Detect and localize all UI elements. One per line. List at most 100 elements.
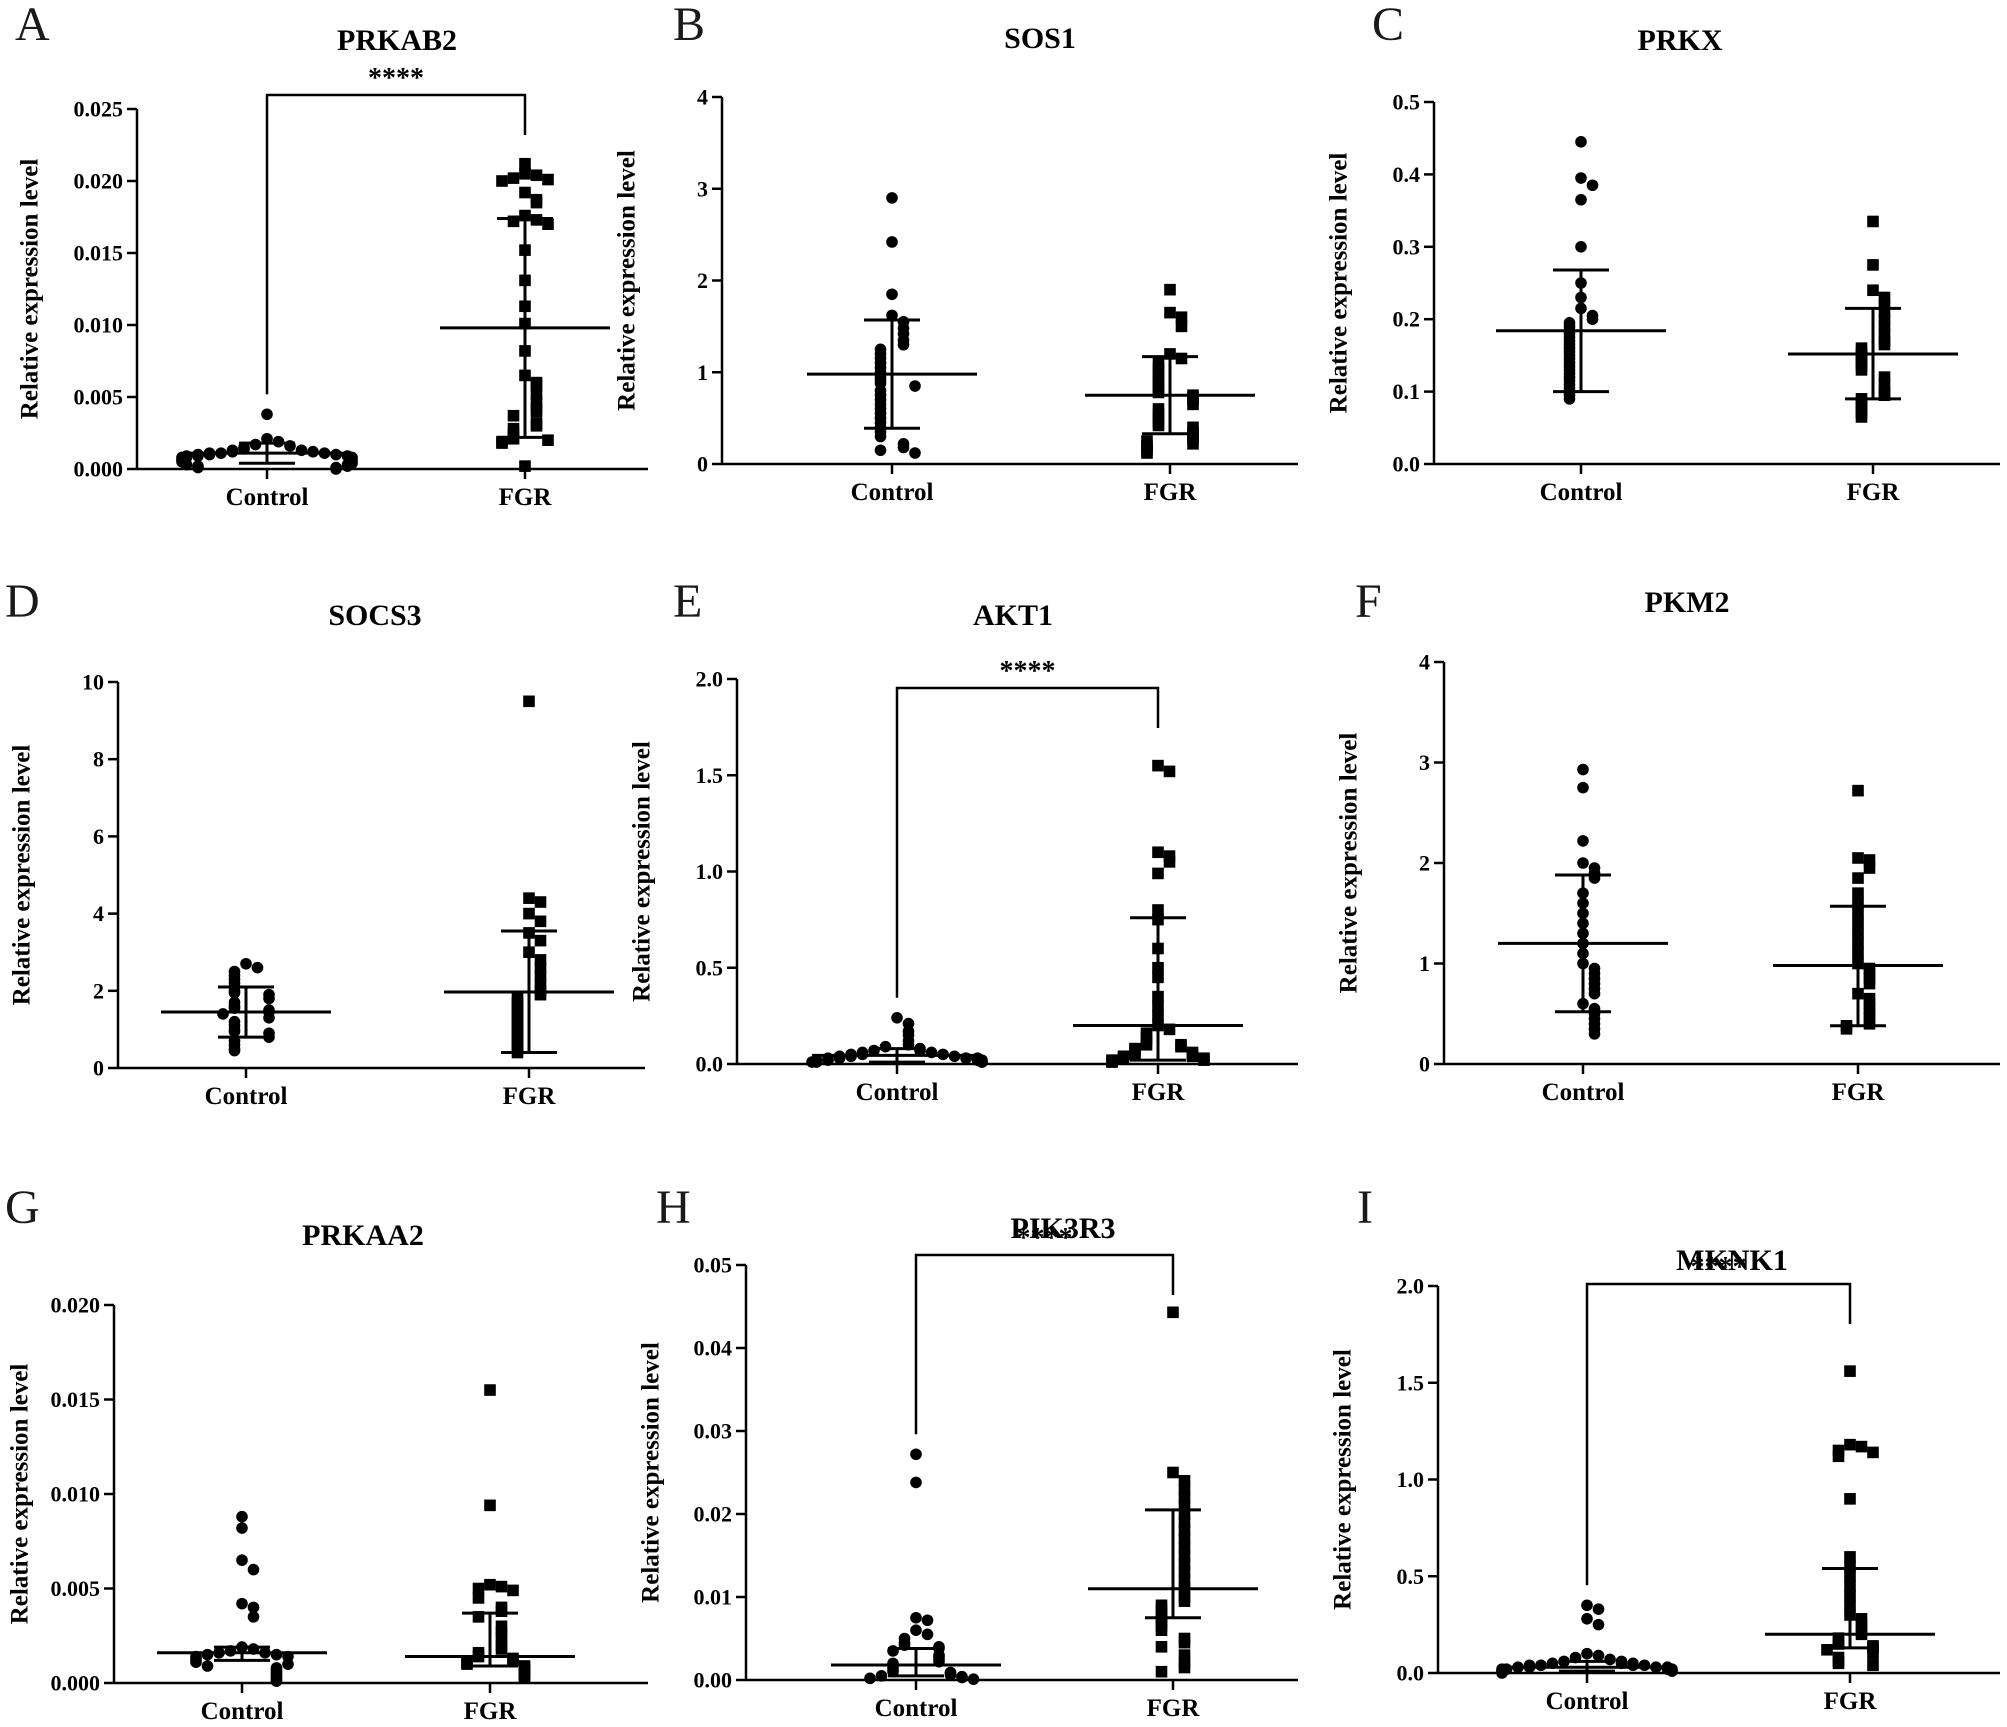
data-point [263, 992, 275, 1005]
x-tick-label: Control [1542, 1079, 1625, 1106]
data-point [534, 915, 547, 928]
data-point [1852, 872, 1864, 884]
data-point [495, 1631, 508, 1644]
y-tick-label: 3 [697, 176, 708, 201]
data-point [1563, 393, 1576, 405]
y-tick-label: 0.010 [51, 1482, 101, 1507]
data-point [1178, 1533, 1191, 1545]
data-point [495, 1643, 508, 1655]
data-point [534, 954, 547, 966]
data-point [496, 437, 508, 449]
data-point [1588, 1028, 1601, 1040]
data-point [1852, 852, 1864, 864]
x-tick-label: FGR [503, 1083, 557, 1110]
data-point [1878, 327, 1891, 340]
data-point [1878, 320, 1891, 333]
y-tick-label: 0.5 [1397, 1564, 1425, 1589]
y-tick-label: 10 [82, 670, 104, 695]
y-tick-label: 0.005 [51, 1576, 101, 1601]
data-point [1581, 1599, 1593, 1612]
data-point [496, 175, 508, 187]
data-point [519, 157, 531, 170]
data-point [1832, 1638, 1845, 1650]
panel-letter: H [656, 1181, 691, 1234]
data-point [1844, 1493, 1856, 1505]
data-point [1855, 364, 1868, 376]
panel-letter: A [15, 0, 50, 51]
data-point [236, 1597, 248, 1610]
panel-title: PRKAB2 [337, 24, 457, 57]
data-point [1178, 1524, 1191, 1537]
data-point [530, 388, 543, 400]
data-point [909, 380, 921, 392]
data-point [1577, 781, 1589, 794]
panel-b: B SOS1 Relative expression level 0 1 2 3 4 Contr… [614, 0, 1298, 506]
y-tick-label: 4 [697, 85, 708, 110]
data-point [891, 1012, 903, 1024]
y-tick-label: 0.0 [696, 1052, 724, 1077]
data-point [897, 338, 910, 351]
data-point [1821, 1643, 1833, 1656]
data-point [530, 395, 543, 408]
y-tick-label: 2.0 [1397, 1274, 1425, 1299]
data-point [1141, 447, 1153, 459]
series-control [157, 1510, 327, 1687]
data-point [1164, 348, 1176, 360]
data-point [910, 1448, 922, 1461]
data-point [495, 1605, 508, 1617]
data-point [1878, 389, 1891, 402]
y-axis-label: Relative expression level [1326, 153, 1353, 414]
data-point [247, 1563, 260, 1576]
data-point [921, 1614, 934, 1627]
data-point [1832, 1657, 1845, 1670]
data-point [282, 1658, 294, 1670]
data-point [1106, 1056, 1118, 1068]
data-point [534, 969, 547, 982]
data-point [519, 460, 531, 472]
data-point [1638, 1659, 1651, 1672]
y-tick-label: 0 [697, 452, 708, 477]
data-point [1178, 1508, 1191, 1520]
data-point [270, 1675, 283, 1687]
x-tick-label: FGR [1132, 1079, 1186, 1106]
data-point [909, 447, 921, 459]
y-tick-label: 4 [1419, 650, 1430, 675]
y-tick-label: 0.010 [74, 313, 124, 338]
data-point [879, 1040, 892, 1053]
data-point [1535, 1659, 1547, 1672]
data-point [1586, 179, 1599, 192]
data-point [1844, 1560, 1856, 1573]
panel-e: E AKT1 Relative expression level 0.0 0.5 1.0 1… [629, 575, 1298, 1106]
y-tick-label: 0.5 [696, 955, 724, 980]
y-tick-label: 3 [1419, 750, 1430, 775]
data-point [263, 1012, 275, 1024]
x-tick-label: Control [1546, 1688, 1629, 1715]
data-point [330, 463, 342, 475]
data-point [1155, 1624, 1168, 1636]
data-point [1175, 320, 1188, 333]
data-point [1167, 1306, 1179, 1319]
data-point [507, 215, 520, 228]
data-point [1178, 1483, 1191, 1495]
data-point [1627, 1659, 1639, 1672]
data-point [228, 1025, 241, 1038]
panel-a: A PRKAB2 Relative expression level 0.000 0.0… [15, 0, 648, 511]
data-point [1592, 1618, 1605, 1631]
data-point [1855, 1440, 1868, 1453]
series-fgr [1088, 1306, 1258, 1678]
y-tick-label: 2 [93, 978, 104, 1003]
y-axis-label: Relative expression level [7, 1364, 34, 1625]
panel-title: SOS1 [1004, 22, 1076, 55]
data-point [542, 218, 554, 230]
data-point [1863, 977, 1876, 990]
data-point [1592, 1649, 1605, 1662]
data-point [910, 1611, 922, 1624]
data-point [1164, 283, 1176, 296]
y-axis-label: Relative expression level [629, 741, 656, 1002]
data-point [1604, 1653, 1616, 1666]
data-point [534, 977, 547, 989]
data-point [484, 1499, 496, 1512]
y-axis-label: Relative expression level [1336, 733, 1363, 994]
series-fgr [444, 695, 614, 1059]
data-point [519, 186, 531, 199]
